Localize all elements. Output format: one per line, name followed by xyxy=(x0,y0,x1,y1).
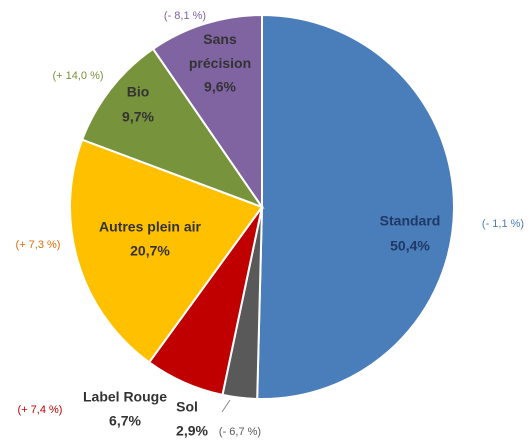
slice-value: 6,7% xyxy=(109,413,141,429)
label-line: précision xyxy=(189,55,251,71)
slice-value: 9,7% xyxy=(122,109,154,125)
label-line: Sans xyxy=(203,31,237,47)
slice-label: Standard xyxy=(380,213,441,229)
change-annotation: (+ 14,0 %) xyxy=(52,70,103,82)
slice-value: 50,4% xyxy=(390,238,430,254)
slice-value: 2,9% xyxy=(176,423,208,439)
leader-line xyxy=(221,399,231,413)
change-annotation: (- 6,7 %) xyxy=(219,426,261,438)
slice-value: 20,7% xyxy=(130,243,170,259)
slice-label: Bio xyxy=(127,84,150,100)
pie-slice xyxy=(151,13,263,211)
change-annotation: (- 8,1 %) xyxy=(164,10,206,22)
slice-label: Sans précision xyxy=(189,31,251,71)
change-annotation: (- 1,1 %) xyxy=(482,218,524,230)
change-annotation: (+ 7,4 %) xyxy=(18,404,63,416)
slice-value: 9,6% xyxy=(204,79,236,95)
slice-label: Autres plein air xyxy=(99,219,201,235)
slice-label: Label Rouge xyxy=(83,389,167,405)
pie-slice xyxy=(80,47,265,210)
slice-label: Sol xyxy=(176,399,198,415)
pie-slice xyxy=(256,13,455,400)
pie-slice xyxy=(69,138,264,364)
change-annotation: (+ 7,3 %) xyxy=(16,239,61,251)
